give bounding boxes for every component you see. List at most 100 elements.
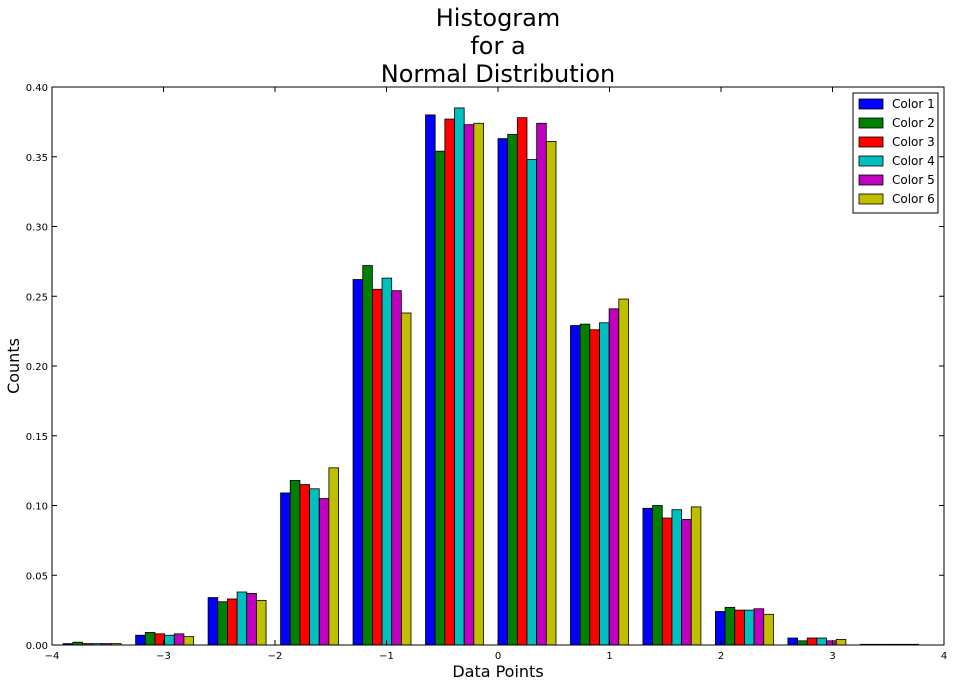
y-axis-label: Counts — [4, 338, 23, 394]
x-axis-label: Data Points — [452, 662, 543, 681]
bar-series-5-bin-10 — [753, 608, 765, 646]
x-tick-label: −4 — [45, 651, 60, 662]
bar-series-5-bin-4 — [318, 498, 330, 646]
bar-series-3-bin-3 — [227, 598, 238, 646]
bar-series-5-bin-11 — [826, 640, 837, 646]
bar-series-4-bin-3 — [236, 591, 248, 646]
bar-series-3-bin-5 — [371, 288, 383, 646]
legend-swatch-2 — [858, 117, 884, 129]
bar-series-3-bin-9 — [661, 517, 673, 646]
x-tick-label: 0 — [495, 651, 501, 662]
bar-series-4-bin-9 — [671, 509, 683, 646]
bar-series-6-bin-5 — [400, 312, 412, 646]
bar-series-6-bin-9 — [690, 506, 702, 646]
chart-title-line-1: Histogram — [436, 4, 561, 32]
x-tick-label: 4 — [941, 651, 947, 662]
legend-label-5: Color 5 — [892, 173, 935, 187]
axes-layer: −4 −3 −2 −1 0 1 2 3 4 0.00 0.05 0.10 0.15 0.20 0.25 0.3… — [26, 83, 947, 662]
bar-series-5-bin-8 — [608, 308, 620, 646]
bar-series-2-bin-11 — [797, 640, 808, 646]
y-tick-label: 0.10 — [26, 502, 48, 513]
bar-series-1-bin-9 — [642, 507, 654, 646]
y-tick-label: 0.35 — [26, 153, 48, 164]
x-tick-label: −1 — [379, 651, 394, 662]
bar-series-1-bin-6 — [425, 114, 436, 646]
bar-series-6-bin-10 — [763, 613, 774, 646]
legend-label-3: Color 3 — [892, 135, 935, 149]
bar-series-2-bin-5 — [362, 265, 373, 646]
legend-swatch-3 — [858, 136, 884, 148]
bar-series-1-bin-10 — [715, 611, 726, 646]
bar-series-6-bin-2 — [183, 636, 195, 646]
bar-series-2-bin-8 — [579, 323, 591, 646]
x-tick-label: 1 — [606, 651, 612, 662]
bar-series-2-bin-9 — [652, 505, 663, 646]
bar-series-6-bin-6 — [473, 122, 484, 646]
y-tick-label: 0.40 — [26, 83, 48, 94]
legend-label-4: Color 4 — [892, 154, 935, 168]
bar-series-6-bin-8 — [618, 298, 629, 646]
bar-series-5-bin-9 — [681, 519, 692, 646]
bar-series-1-bin-5 — [352, 279, 364, 646]
bar-series-1-bin-11 — [787, 637, 798, 646]
bar-series-4-bin-10 — [744, 609, 755, 646]
bar-series-4-bin-4 — [309, 488, 320, 646]
bar-series-5-bin-6 — [463, 124, 475, 646]
bar-series-6-bin-11 — [835, 639, 847, 646]
x-tick-label: 3 — [829, 651, 835, 662]
legend-box — [852, 92, 939, 214]
bar-series-3-bin-10 — [734, 609, 745, 646]
legend-label-2: Color 2 — [892, 116, 935, 130]
bar-series-5-bin-5 — [391, 290, 402, 646]
bar-series-1-bin-7 — [497, 138, 509, 646]
y-tick-label: 0.25 — [26, 292, 48, 303]
bar-series-2-bin-2 — [144, 632, 156, 646]
bar-series-1-bin-4 — [280, 492, 291, 646]
legend-swatch-4 — [858, 155, 884, 167]
bar-series-4-bin-6 — [454, 107, 465, 646]
bar-series-1-bin-2 — [135, 634, 146, 646]
bar-series-4-bin-5 — [381, 277, 393, 646]
bar-series-4-bin-11 — [816, 637, 827, 646]
bar-series-5-bin-7 — [536, 122, 547, 646]
legend-swatch-1 — [858, 98, 884, 110]
bar-series-2-bin-10 — [724, 606, 736, 646]
bar-series-4-bin-8 — [599, 322, 610, 646]
x-tick-label: −2 — [268, 651, 283, 662]
legend-swatch-5 — [858, 174, 884, 186]
bar-series-2-bin-4 — [289, 479, 301, 646]
bar-series-6-bin-7 — [545, 141, 557, 646]
bar-series-2-bin-6 — [434, 150, 446, 646]
bar-series-3-bin-8 — [589, 329, 600, 646]
bar-series-4-bin-2 — [164, 634, 175, 646]
bar-series-4-bin-7 — [526, 159, 538, 646]
legend-swatch-6 — [858, 193, 884, 205]
bar-series-1-bin-8 — [570, 325, 581, 646]
y-tick-label: 0.30 — [26, 223, 48, 234]
x-tick-label: 2 — [718, 651, 724, 662]
y-tick-label: 0.00 — [26, 641, 48, 652]
bar-series-2-bin-3 — [217, 601, 228, 646]
bar-series-1-bin-3 — [207, 597, 219, 646]
bar-series-3-bin-4 — [299, 484, 310, 646]
bar-series-3-bin-7 — [516, 117, 528, 646]
y-tick-label: 0.20 — [26, 362, 48, 373]
chart-title-line-2: for a — [470, 32, 525, 60]
bar-series-5-bin-3 — [246, 592, 257, 646]
legend-label-6: Color 6 — [892, 192, 935, 206]
bar-series-2-bin-7 — [507, 134, 518, 646]
bar-series-6-bin-3 — [256, 599, 267, 646]
bar-series-3-bin-6 — [444, 118, 455, 646]
bar-series-5-bin-2 — [173, 633, 185, 646]
legend: Color 1 Color 2 Color 3 Color 4 Color 5 Color… — [852, 92, 939, 214]
y-tick-label: 0.05 — [26, 571, 48, 582]
bar-series-6-bin-4 — [328, 467, 339, 646]
bars-layer — [62, 107, 919, 646]
x-tick-label: −3 — [156, 651, 171, 662]
bar-series-3-bin-11 — [806, 637, 818, 646]
y-tick-label: 0.15 — [26, 432, 48, 443]
legend-label-1: Color 1 — [892, 97, 935, 111]
chart-title-line-3: Normal Distribution — [381, 60, 615, 88]
